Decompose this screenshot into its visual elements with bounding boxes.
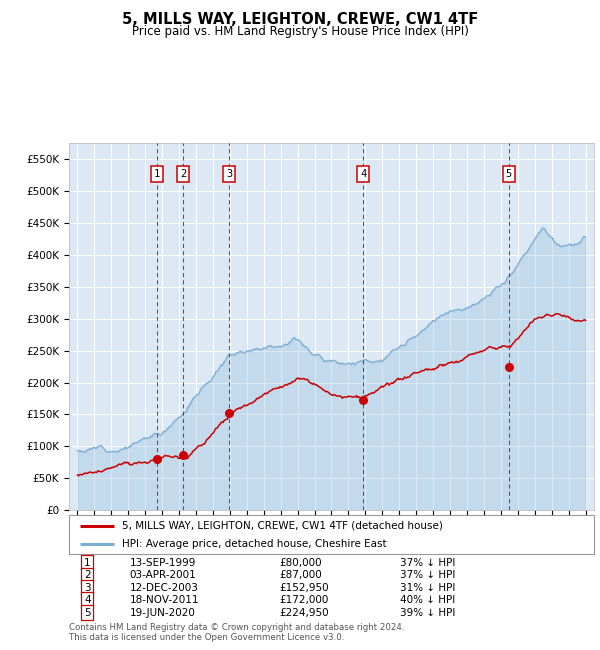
Text: 37% ↓ HPI: 37% ↓ HPI (400, 558, 455, 567)
Text: £80,000: £80,000 (279, 558, 322, 567)
Text: 18-NOV-2011: 18-NOV-2011 (130, 595, 199, 605)
Text: 5: 5 (506, 169, 512, 179)
Text: 2: 2 (180, 169, 187, 179)
Text: 5, MILLS WAY, LEIGHTON, CREWE, CW1 4TF: 5, MILLS WAY, LEIGHTON, CREWE, CW1 4TF (122, 12, 478, 27)
Text: 2: 2 (84, 570, 91, 580)
Text: 13-SEP-1999: 13-SEP-1999 (130, 558, 196, 567)
Text: 5, MILLS WAY, LEIGHTON, CREWE, CW1 4TF (detached house): 5, MILLS WAY, LEIGHTON, CREWE, CW1 4TF (… (121, 521, 442, 530)
Text: 37% ↓ HPI: 37% ↓ HPI (400, 570, 455, 580)
Text: 3: 3 (226, 169, 232, 179)
Text: 39% ↓ HPI: 39% ↓ HPI (400, 608, 455, 617)
Text: 31% ↓ HPI: 31% ↓ HPI (400, 582, 455, 593)
Text: £224,950: £224,950 (279, 608, 329, 617)
Text: 1: 1 (84, 558, 91, 567)
Text: HPI: Average price, detached house, Cheshire East: HPI: Average price, detached house, Ches… (121, 539, 386, 549)
Text: 4: 4 (84, 595, 91, 605)
Text: 12-DEC-2003: 12-DEC-2003 (130, 582, 198, 593)
Text: Price paid vs. HM Land Registry's House Price Index (HPI): Price paid vs. HM Land Registry's House … (131, 25, 469, 38)
Text: £152,950: £152,950 (279, 582, 329, 593)
Text: 5: 5 (84, 608, 91, 617)
Text: 40% ↓ HPI: 40% ↓ HPI (400, 595, 455, 605)
Text: 4: 4 (360, 169, 367, 179)
Text: Contains HM Land Registry data © Crown copyright and database right 2024.
This d: Contains HM Land Registry data © Crown c… (69, 623, 404, 642)
Text: 3: 3 (84, 582, 91, 593)
FancyBboxPatch shape (69, 515, 594, 554)
Text: 1: 1 (154, 169, 160, 179)
Text: 03-APR-2001: 03-APR-2001 (130, 570, 196, 580)
Text: £87,000: £87,000 (279, 570, 322, 580)
Text: 19-JUN-2020: 19-JUN-2020 (130, 608, 195, 617)
Text: £172,000: £172,000 (279, 595, 328, 605)
